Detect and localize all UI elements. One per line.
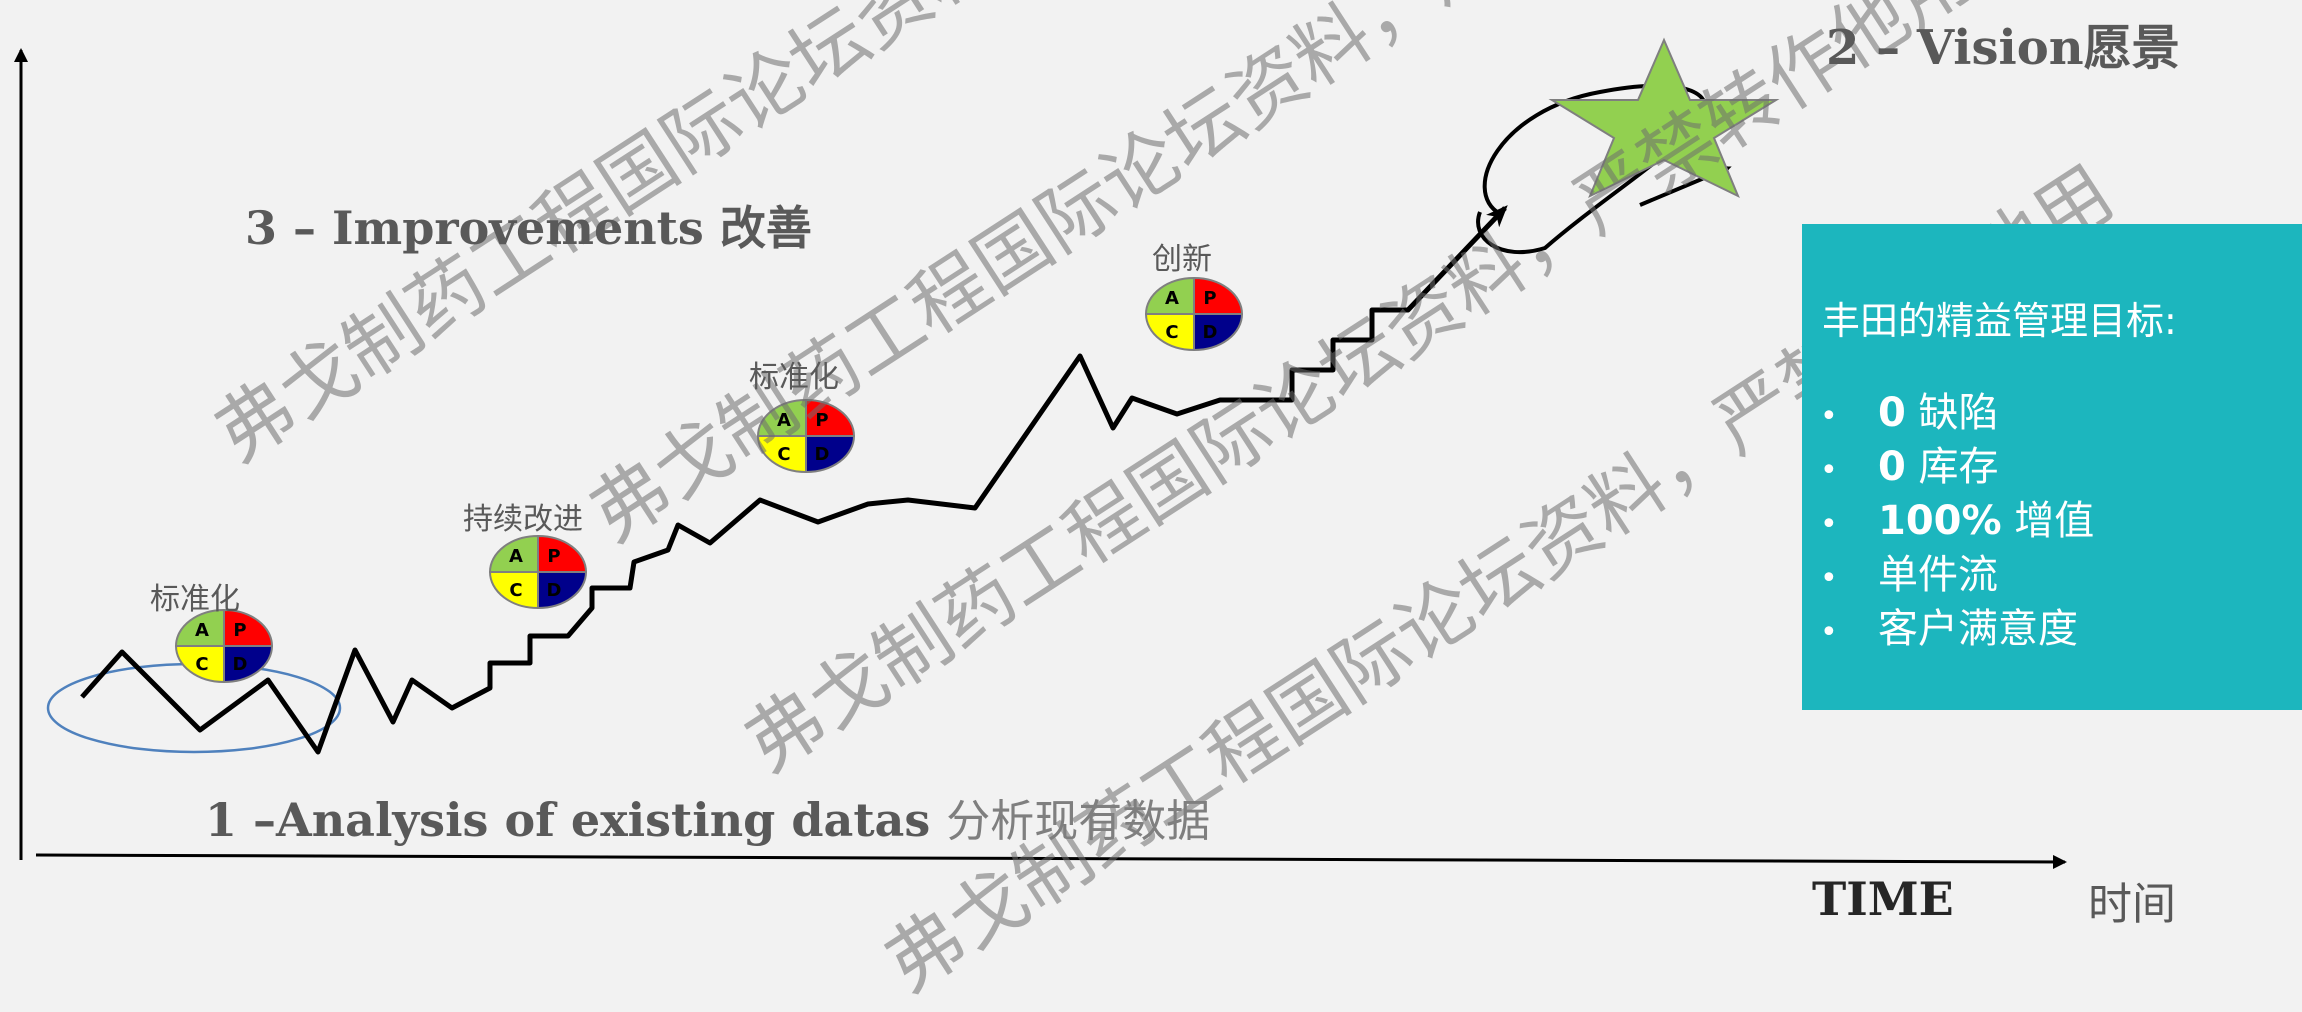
step-label-standardize-1: 标准化 [150, 582, 240, 617]
goal-item: • 0 库存 [1820, 444, 1999, 490]
time-axis-label: TIME [1812, 872, 1954, 926]
pdca-letter-c: C [509, 580, 522, 601]
step-label-continuous-improvement: 持续改进 [463, 502, 583, 537]
vision-star-icon [1548, 37, 1780, 199]
pdca-circles: A P C D A P C D A P C D A P C D [174, 276, 1244, 684]
pdca-letter-p: P [233, 620, 246, 641]
pdca-quadrant-p [805, 398, 856, 437]
pdca-cycle-icon: A P C D [756, 398, 856, 474]
step-label-standardize-2: 标准化 [749, 360, 839, 395]
pdca-letter-a: A [509, 546, 523, 567]
diagram-canvas: A P C D A P C D A P C D A P C D [14, 37, 2067, 869]
pdca-quadrant-d [805, 435, 856, 474]
pdca-letter-a: A [1165, 288, 1179, 309]
pdca-letter-p: P [815, 410, 828, 431]
goal-item: • 0 缺陷 [1820, 390, 1999, 436]
pdca-letter-a: A [777, 410, 791, 431]
pdca-letter-d: D [815, 444, 830, 465]
pdca-letter-p: P [547, 546, 560, 567]
vision-label: 2 – Vision愿景 [1826, 20, 2180, 76]
pdca-quadrant-a [1144, 276, 1195, 315]
goal-item: • 客户满意度 [1820, 606, 2078, 652]
pdca-letter-d: D [547, 580, 562, 601]
pdca-quadrant-a [488, 534, 539, 573]
pdca-quadrant-c [174, 645, 225, 684]
analysis-label-en: 1 –Analysis of existing datas [205, 793, 931, 847]
pdca-quadrant-c [1144, 313, 1195, 352]
goal-item: • 单件流 [1820, 552, 1998, 598]
improvement-path [80, 205, 1508, 755]
pdca-letter-a: A [195, 620, 209, 641]
pdca-quadrant-c [488, 571, 539, 610]
lean-goals-box: 丰田的精益管理目标: • 0 缺陷 • 0 库存 • 100% 增值 • 单件流 • 客户… [1802, 224, 2302, 710]
lean-goals-list: • 0 缺陷 • 0 库存 • 100% 增值 • 单件流 • 客户满意度 [1820, 388, 2094, 658]
pdca-letter-c: C [777, 444, 790, 465]
pdca-letter-p: P [1203, 288, 1216, 309]
pdca-quadrant-d [537, 571, 588, 610]
analysis-ellipse [46, 662, 342, 754]
pdca-quadrant-d [1193, 313, 1244, 352]
pdca-letter-d: D [233, 654, 248, 675]
pdca-quadrant-p [223, 608, 274, 647]
pdca-quadrant-d [223, 645, 274, 684]
analysis-label: 1 –Analysis of existing datas 分析现有数据 [205, 785, 1210, 849]
pdca-cycle-icon: A P C D [174, 608, 274, 684]
time-axis-label-cn: 时间 [2088, 879, 2176, 930]
pdca-quadrant-a [174, 608, 225, 647]
pdca-quadrant-a [756, 398, 807, 437]
lean-goals-title: 丰田的精益管理目标: [1822, 299, 2177, 343]
pdca-cycle-icon: A P C D [1144, 276, 1244, 352]
pdca-letter-c: C [1165, 322, 1178, 343]
pdca-quadrant-c [756, 435, 807, 474]
pdca-quadrant-p [1193, 276, 1244, 315]
x-axis [35, 853, 2067, 869]
pdca-quadrant-p [537, 534, 588, 573]
step-label-innovation: 创新 [1152, 242, 1212, 277]
improvements-label: 3 – Improvements 改善 [245, 201, 812, 255]
pdca-letter-c: C [195, 654, 208, 675]
pdca-cycle-icon: A P C D [488, 534, 588, 610]
analysis-label-cn: 分析现有数据 [946, 796, 1211, 847]
pdca-letter-d: D [1203, 322, 1218, 343]
goal-item: • 100% 增值 [1820, 498, 2095, 544]
